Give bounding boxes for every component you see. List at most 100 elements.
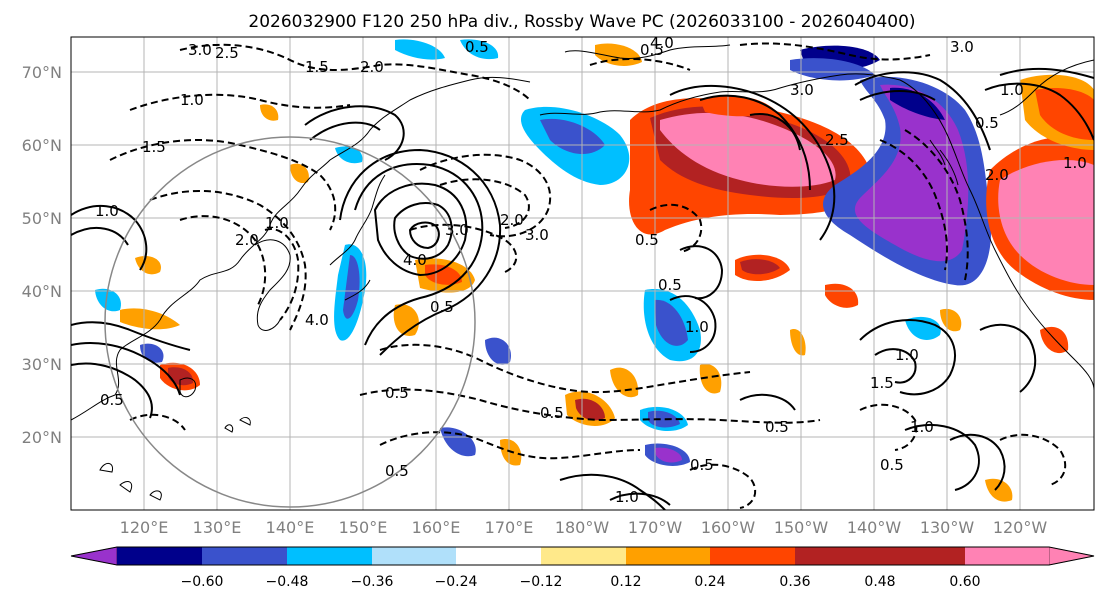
lon-label: 130°E: [193, 518, 242, 537]
contour-label: 0.5: [658, 276, 682, 294]
lat-label: 40°N: [22, 282, 62, 301]
contour-label: 0.5: [540, 404, 564, 422]
lon-label: 150°W: [774, 518, 829, 537]
contour-label: 1.0: [615, 488, 639, 506]
positive-anomaly: [790, 329, 806, 356]
colorbar-tick-label: 0.48: [864, 574, 895, 590]
contour-label: 0.5: [765, 418, 789, 436]
colorbar-segment-last: [880, 547, 965, 565]
contour-label: 1.0: [1063, 154, 1087, 172]
contour-label: 4.0: [650, 34, 674, 52]
contour-label: 2.0: [235, 231, 259, 249]
contour-label: 2.0: [500, 211, 524, 229]
lat-label: 60°N: [22, 136, 62, 155]
contour-label: 4.0: [403, 251, 427, 269]
negative-anomaly: [343, 255, 360, 319]
colorbar-segment: [541, 547, 626, 565]
negative-anomaly: [854, 84, 969, 262]
contour-label: 2.5: [825, 131, 849, 149]
contour-label: 1.0: [180, 91, 204, 109]
figure-title: 2026032900 F120 250 hPa div., Rossby Wav…: [248, 12, 915, 32]
positive-anomaly: [425, 264, 462, 285]
positive-anomaly: [168, 367, 194, 386]
contour-label: 2.0: [985, 166, 1009, 184]
colorbar-segment: [117, 547, 202, 565]
contour-label: 1.0: [1000, 81, 1024, 99]
colorbar-tick-label: −0.60: [181, 574, 224, 590]
negative-anomaly: [890, 87, 945, 120]
contour-label: 0.5: [635, 231, 659, 249]
graticule: [71, 37, 1094, 510]
contour-label: 4.0: [305, 311, 329, 329]
lon-label: 120°E: [120, 518, 169, 537]
lon-label: 160°W: [701, 518, 756, 537]
colorbar-tick-label: 0.60: [949, 574, 980, 590]
negative-anomaly: [648, 410, 680, 428]
contour-label: 0.5: [385, 384, 409, 402]
contour-label: 3.0: [950, 38, 974, 56]
positive-contours: [71, 67, 1094, 510]
lon-label: 170°W: [628, 518, 683, 537]
negative-anomaly: [655, 447, 682, 463]
colorbar-segment: [287, 547, 372, 565]
positive-anomaly: [998, 160, 1094, 285]
lon-label: 150°E: [339, 518, 388, 537]
latitude-labels: 70°N 60°N 50°N 40°N 30°N 20°N: [22, 63, 62, 447]
contour-label: 1.0: [910, 418, 934, 436]
colorbar-segment: [795, 547, 880, 565]
contour-label: 3.0: [445, 221, 469, 239]
positive-anomaly: [740, 259, 780, 275]
lat-label: 30°N: [22, 355, 62, 374]
colorbar-tick-label: −0.12: [520, 574, 563, 590]
negative-anomaly: [335, 146, 363, 164]
positive-anomaly: [290, 163, 309, 184]
contour-labels: 3.0 2.0 1.5 0.5 1.0 2.5 1.5 1.0 2.0 1.0 …: [95, 34, 1087, 506]
colorbar-tick-label: 0.24: [694, 574, 725, 590]
colorbar-segment: [626, 547, 710, 565]
contour-label: 0.5: [465, 38, 489, 56]
contour-label: 3.0: [525, 226, 549, 244]
positive-anomaly: [120, 308, 180, 330]
colorbar-tick-label: 0.36: [779, 574, 810, 590]
lat-label: 70°N: [22, 63, 62, 82]
contour-label: 3.0: [188, 41, 212, 59]
lon-label: 170°E: [485, 518, 534, 537]
positive-anomaly: [660, 112, 836, 187]
colorbar-segment: [202, 547, 287, 565]
contour-label: 1.0: [685, 318, 709, 336]
lon-label: 120°W: [993, 518, 1048, 537]
positive-anomaly: [135, 255, 161, 275]
contour-label: 0.5: [880, 456, 904, 474]
contour-label: 0.5: [100, 391, 124, 409]
positive-anomaly: [985, 478, 1013, 502]
contour-label: 1.0: [895, 346, 919, 364]
map-frame: [70, 36, 1095, 511]
lon-label: 180°W: [555, 518, 610, 537]
negative-anomaly: [655, 299, 688, 346]
contour-label: 0.5: [975, 114, 999, 132]
colorbar-segment: [372, 547, 456, 565]
contour-label: 1.0: [95, 202, 119, 220]
colorbar-over-arrow: [1048, 546, 1095, 566]
colorbar-under-arrow: [70, 546, 118, 566]
coastlines: [71, 44, 1094, 501]
shaded-fields: [95, 39, 1094, 502]
contour-label: 0.5: [385, 462, 409, 480]
longitude-labels: 120°E 130°E 140°E 150°E 160°E 170°E 180°…: [120, 518, 1048, 537]
colorbar-tick-label: 0.12: [610, 574, 641, 590]
contour-label: 0.5: [640, 41, 664, 59]
region-circle: [104, 136, 476, 508]
positive-anomaly: [825, 283, 859, 308]
colorbar-tick-label: −0.36: [351, 574, 394, 590]
negative-anomaly: [95, 288, 121, 312]
colorbar-segment: [710, 547, 795, 565]
contour-label: 3.0: [790, 81, 814, 99]
colorbar-tick-label: −0.24: [435, 574, 478, 590]
colorbar-tick-label: −0.48: [266, 574, 309, 590]
lon-label: 160°E: [412, 518, 461, 537]
negative-anomaly: [485, 337, 511, 365]
positive-anomaly: [940, 308, 962, 332]
contour-label: 1.5: [305, 58, 329, 76]
contour-label: 0.5: [690, 456, 714, 474]
